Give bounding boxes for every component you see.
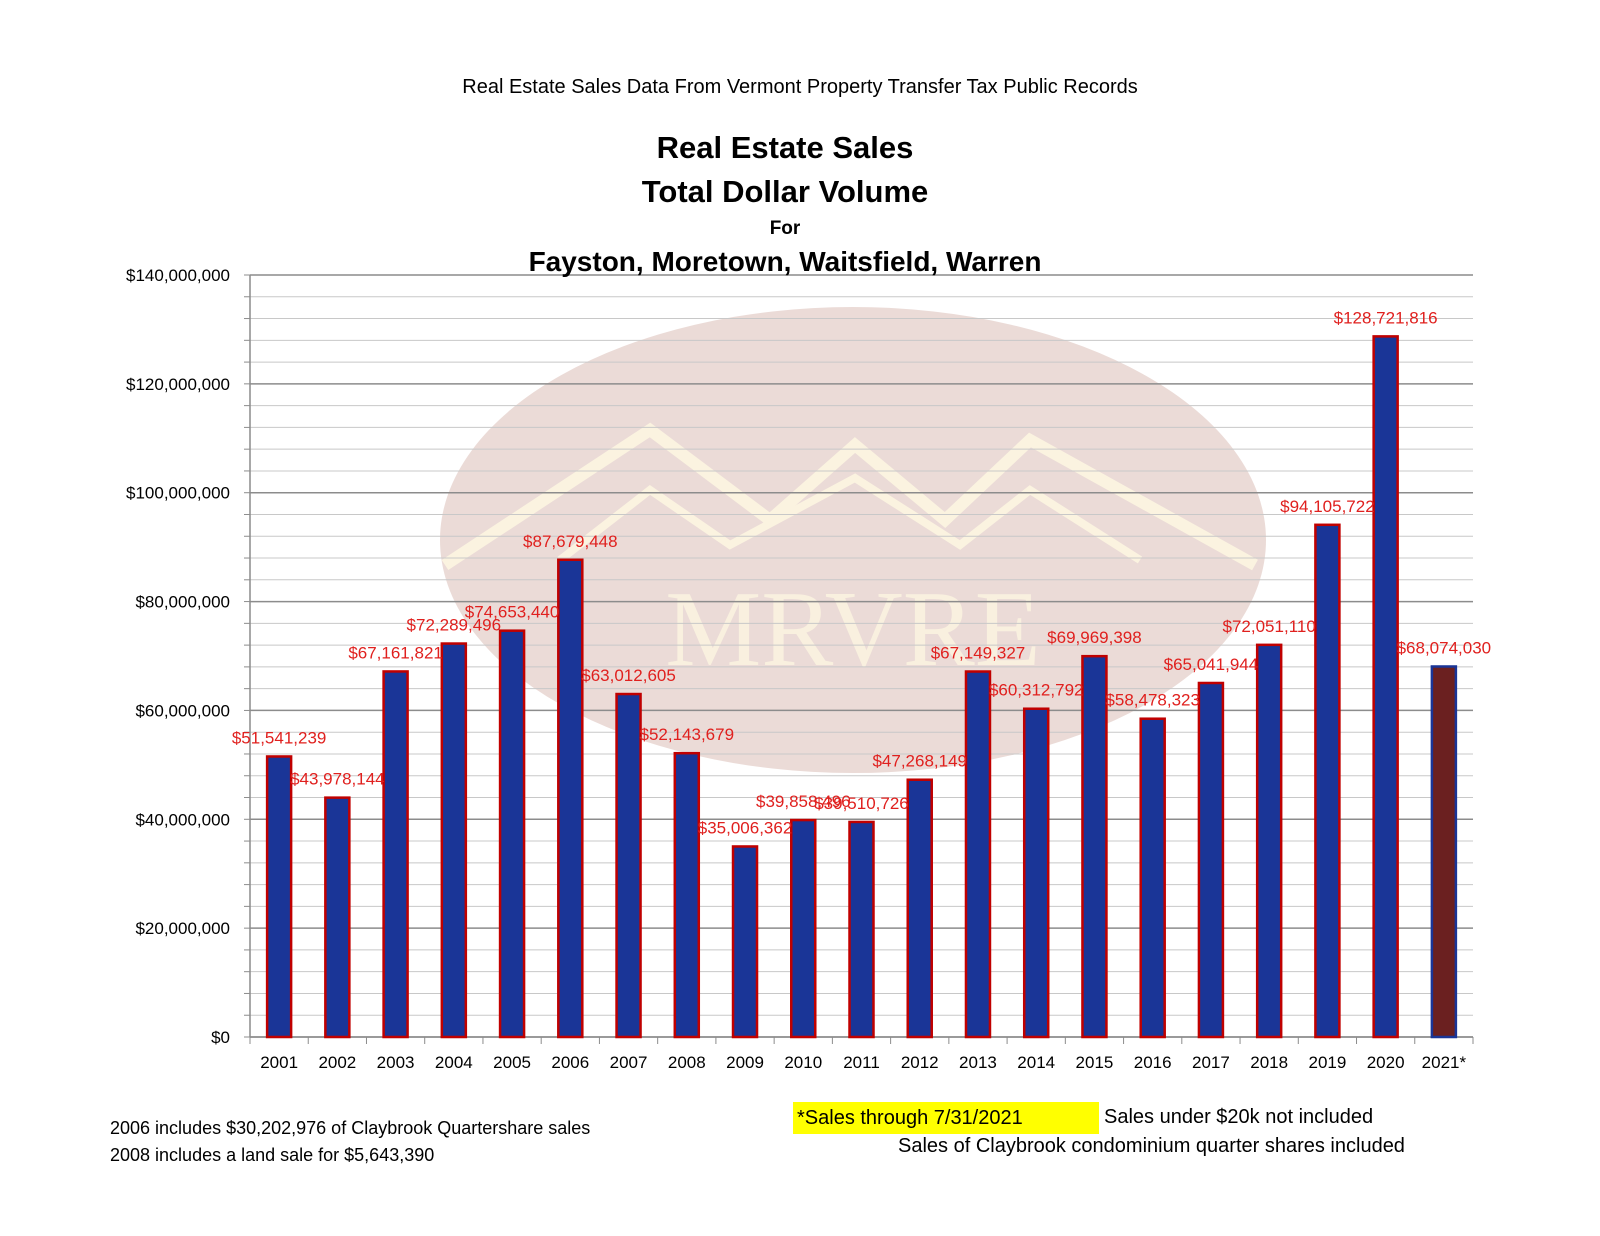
x-tick-label: 2021* xyxy=(1422,1053,1467,1072)
x-tick-label: 2011 xyxy=(843,1053,880,1072)
bar xyxy=(615,692,642,1039)
data-label: $69,969,398 xyxy=(1047,628,1142,647)
bar-series xyxy=(265,335,1458,1039)
x-tick-label: 2010 xyxy=(784,1053,822,1072)
bar xyxy=(498,629,526,1039)
x-tick-label: 2015 xyxy=(1076,1053,1114,1072)
x-tick-label: 2012 xyxy=(901,1053,939,1072)
y-axis-tick-labels: $0 $20,000,000 $40,000,000 $60,000,000 $80,0… xyxy=(126,266,230,1047)
bar xyxy=(906,778,933,1039)
bar xyxy=(382,670,409,1039)
bar xyxy=(1197,681,1225,1039)
data-labels: $51,541,239 $43,978,144 $67,161,821 $72,289… xyxy=(232,308,1491,837)
y-tick-label: $40,000,000 xyxy=(135,810,230,829)
y-tick-label: $0 xyxy=(211,1028,230,1047)
x-tick-label: 2008 xyxy=(668,1053,706,1072)
bar xyxy=(1372,335,1399,1039)
x-axis-tick-labels: 2001 2002 2003 2004 2005 2006 2007 2008 2009 2010… xyxy=(260,1053,1466,1072)
watermark-mountains-inner xyxy=(557,473,1143,564)
y-tick-label: $80,000,000 xyxy=(135,593,230,612)
x-tick-label: 2006 xyxy=(551,1053,589,1072)
data-label: $39,510,726 xyxy=(814,794,909,813)
data-label: $43,978,144 xyxy=(290,770,385,789)
chart-title-line1: Real Estate Sales xyxy=(656,130,914,165)
x-tick-label: 2017 xyxy=(1192,1053,1230,1072)
y-tick-label: $20,000,000 xyxy=(135,919,230,938)
x-tick-label: 2007 xyxy=(610,1053,648,1072)
x-tick-label: 2020 xyxy=(1367,1053,1405,1072)
data-label: $35,006,362 xyxy=(698,818,793,837)
chart-title-for: For xyxy=(769,218,801,239)
source-note: Real Estate Sales Data From Vermont Prop… xyxy=(462,76,1138,98)
bar xyxy=(557,558,584,1039)
bar xyxy=(324,796,351,1039)
x-tick-label: 2005 xyxy=(493,1053,531,1072)
watermark-text: MRVRE xyxy=(665,570,1040,689)
bar xyxy=(1022,707,1050,1039)
bar xyxy=(1139,717,1166,1039)
footnote-claybrook: Sales of Claybrook condominium quarter s… xyxy=(898,1135,1405,1157)
bar xyxy=(673,751,701,1039)
data-label: $68,074,030 xyxy=(1397,638,1492,657)
footnote-2008: 2008 includes a land sale for $5,643,390 xyxy=(110,1145,435,1165)
data-label: $128,721,816 xyxy=(1334,308,1438,327)
y-tick-label: $120,000,000 xyxy=(126,375,230,394)
x-tick-label: 2001 xyxy=(260,1053,298,1072)
sales-through-note: *Sales through 7/31/2021 xyxy=(797,1107,1023,1129)
data-label: $47,268,149 xyxy=(872,752,967,771)
data-label: $94,105,722 xyxy=(1280,497,1375,516)
x-tick-label: 2013 xyxy=(959,1053,997,1072)
data-label: $51,541,239 xyxy=(232,728,327,747)
bar xyxy=(848,820,875,1039)
x-tick-label: 2002 xyxy=(318,1053,356,1072)
bar xyxy=(440,642,468,1039)
bar xyxy=(790,818,817,1039)
data-label: $74,653,440 xyxy=(465,603,560,622)
data-label: $65,041,944 xyxy=(1164,655,1259,674)
chart-title-towns: Fayston, Moretown, Waitsfield, Warren xyxy=(528,246,1042,277)
bar xyxy=(1314,523,1341,1039)
y-tick-label: $60,000,000 xyxy=(135,701,230,720)
bar xyxy=(265,755,293,1039)
bar xyxy=(964,670,992,1039)
x-tick-label: 2004 xyxy=(435,1053,473,1072)
footnote-under-20k: Sales under $20k not included xyxy=(1104,1106,1374,1128)
x-tick-label: 2014 xyxy=(1017,1053,1055,1072)
sales-through-highlight: *Sales through 7/31/2021 xyxy=(793,1102,1099,1134)
bar xyxy=(1255,643,1283,1039)
data-label: $72,051,110 xyxy=(1223,617,1316,636)
x-tick-label: 2003 xyxy=(377,1053,415,1072)
y-tick-label: $140,000,000 xyxy=(126,266,230,285)
x-tick-label: 2018 xyxy=(1250,1053,1288,1072)
watermark-logo: MRVRE xyxy=(440,307,1266,773)
data-label: $60,312,792 xyxy=(989,681,1084,700)
data-label: $67,161,821 xyxy=(348,643,443,662)
x-tick-label: 2016 xyxy=(1134,1053,1172,1072)
watermark-oval xyxy=(440,307,1266,773)
data-label: $67,149,327 xyxy=(931,644,1026,663)
x-tick-label: 2009 xyxy=(726,1053,764,1072)
y-tick-label: $100,000,000 xyxy=(126,484,230,503)
data-label: $58,478,323 xyxy=(1105,691,1200,710)
data-label: $87,679,448 xyxy=(523,532,618,551)
watermark-mountains xyxy=(441,422,1258,571)
x-tick-label: 2019 xyxy=(1308,1053,1346,1072)
data-label: $52,143,679 xyxy=(640,725,735,744)
data-label: $39,858,496 xyxy=(756,792,851,811)
footnote-2006: 2006 includes $30,202,976 of Claybrook Q… xyxy=(110,1118,591,1138)
chart-title-line2: Total Dollar Volume xyxy=(641,174,929,209)
bar xyxy=(731,845,759,1039)
bar xyxy=(1081,654,1108,1039)
data-label: $72,289,496 xyxy=(407,616,502,635)
bar xyxy=(1430,665,1458,1039)
data-label: $63,012,605 xyxy=(581,666,676,685)
